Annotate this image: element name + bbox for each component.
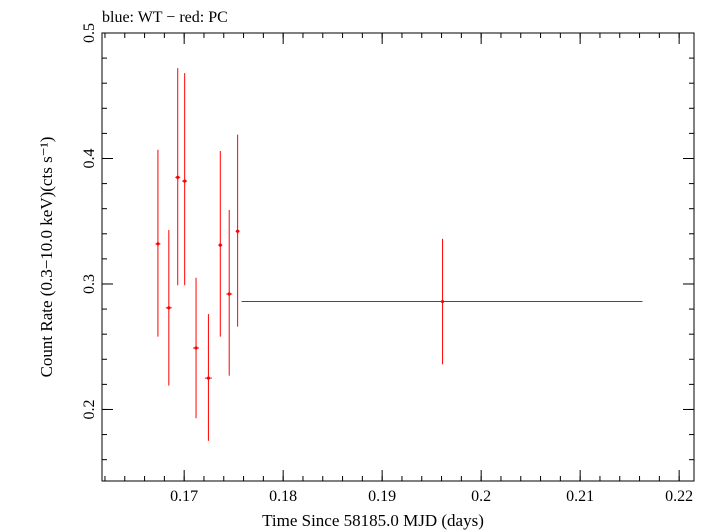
data-marker [206, 376, 211, 380]
data-point [235, 134, 240, 327]
data-point [155, 149, 161, 337]
data-point [165, 230, 172, 386]
data-marker [176, 175, 180, 179]
x-tick-label: 0.19 [368, 488, 396, 505]
data-point [218, 150, 223, 337]
data-marker [218, 243, 222, 247]
data-points [155, 68, 643, 441]
y-tick-label: 0.4 [81, 148, 98, 168]
data-marker [194, 346, 198, 350]
data-marker [183, 179, 187, 183]
data-point [175, 68, 181, 286]
data-marker [156, 242, 160, 246]
plot-frame [101, 32, 695, 482]
x-tick-label: 0.17 [170, 488, 198, 505]
data-marker [440, 299, 445, 304]
x-tick-label: 0.22 [665, 488, 693, 505]
x-tick-label: 0.21 [566, 488, 594, 505]
chart-title: blue: WT − red: PC [102, 9, 228, 26]
x-tick-labels: 0.17 0.18 0.19 0.2 0.21 0.22 [170, 488, 693, 505]
y-tick-label: 0.3 [81, 274, 98, 294]
data-point [182, 73, 188, 286]
x-axis-label: Time Since 58185.0 MJD (days) [262, 511, 484, 530]
data-point [241, 238, 643, 365]
data-marker [227, 292, 231, 296]
y-axis-label: Count Rate (0.3−10.0 keV)(cts s⁻¹) [37, 137, 56, 378]
data-point [193, 277, 200, 419]
major-ticks [102, 32, 694, 481]
y-tick-label: 0.2 [81, 399, 98, 419]
x-tick-label: 0.18 [269, 488, 297, 505]
data-point [204, 314, 212, 441]
y-tick-label: 0.5 [81, 23, 98, 43]
x-tick-label: 0.2 [471, 488, 491, 505]
data-point [226, 209, 233, 376]
data-marker [167, 306, 171, 310]
y-tick-labels: 0.2 0.3 0.4 0.5 [81, 23, 98, 419]
data-marker [236, 229, 240, 233]
